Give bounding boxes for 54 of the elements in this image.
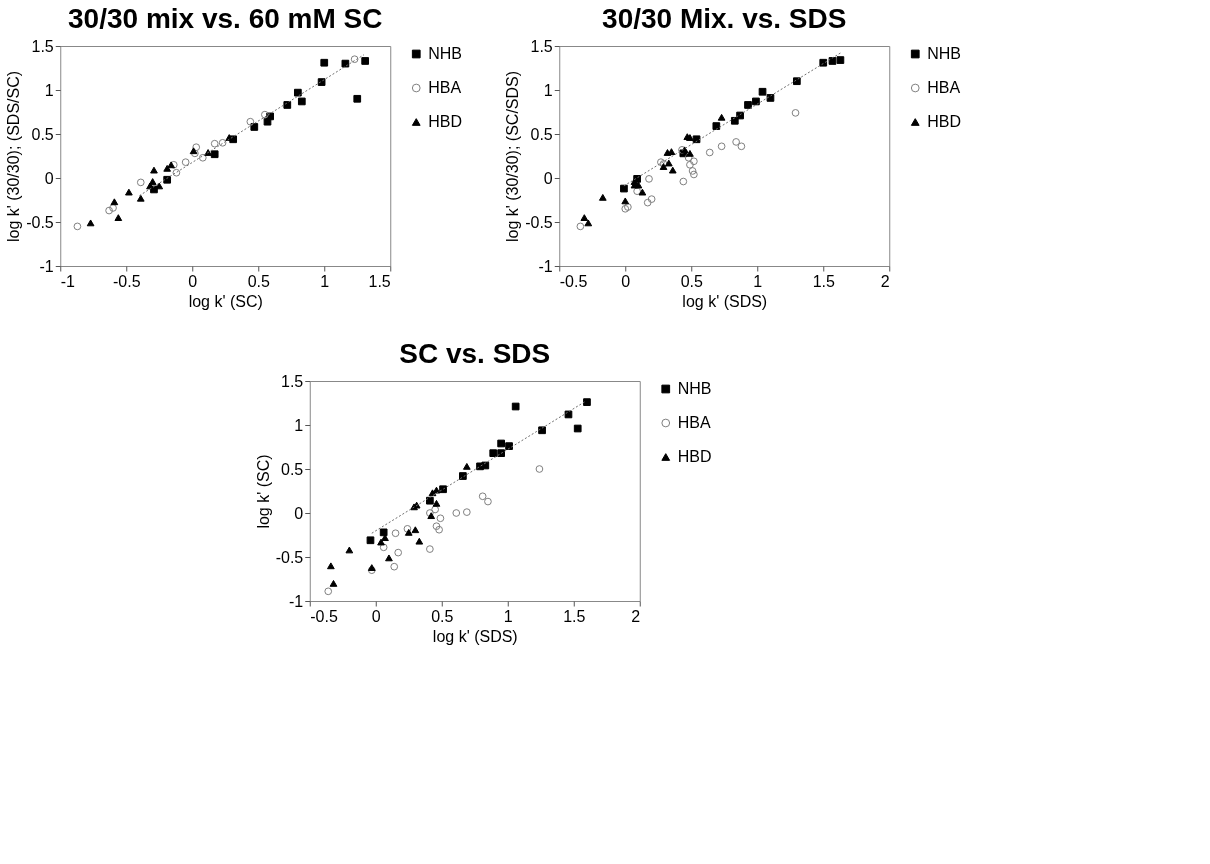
x-axis-title: log k' (SDS): [682, 292, 768, 310]
chart-title: SC vs. SDS: [399, 338, 551, 369]
y-tick-label: -0.5: [275, 548, 304, 566]
legend-label: HBA: [428, 79, 462, 96]
y-tick-label: -1: [289, 592, 304, 610]
y-axis-title: log k' (SC): [254, 454, 272, 529]
legend-label: HBD: [428, 113, 463, 130]
x-tick-label: -0.5: [559, 272, 588, 290]
chart-title: 30/30 mix vs. 60 mM SC: [68, 3, 383, 34]
x-tick-label: 2: [880, 272, 890, 290]
x-axis-title: log k' (SC): [188, 292, 263, 310]
x-tick-label: 1: [503, 607, 513, 625]
x-tick-label: 2: [631, 607, 641, 625]
y-tick-label: 1: [543, 81, 553, 99]
legend-label: NHB: [927, 45, 962, 62]
y-axis-title: log k' (30/30); (SDS/SC): [5, 70, 23, 243]
x-tick-label: 0.5: [431, 607, 454, 625]
x-tick-label: 0: [371, 607, 381, 625]
y-tick-label: -0.5: [525, 213, 553, 231]
y-axis-title: log k' (30/30); (SC/SDS): [504, 70, 522, 243]
legend-label: HBD: [927, 113, 962, 130]
y-tick-label: -0.5: [26, 213, 54, 231]
y-tick-label: 0: [44, 169, 54, 187]
legend-label: HBA: [927, 79, 961, 96]
y-tick-label: 0.5: [281, 460, 304, 478]
y-tick-label: 0: [294, 504, 304, 522]
y-tick-label: 1.5: [281, 372, 304, 390]
x-tick-label: 0.5: [247, 272, 270, 290]
y-tick-label: 1: [294, 416, 304, 434]
x-tick-label: 1.5: [812, 272, 835, 290]
y-tick-label: -1: [39, 257, 54, 275]
x-tick-label: 0: [188, 272, 198, 290]
y-tick-label: 0: [543, 169, 553, 187]
y-tick-label: 0.5: [31, 125, 54, 143]
legend-label: NHB: [428, 45, 463, 62]
chart-title: 30/30 Mix. vs. SDS: [602, 3, 847, 34]
legend-label: HBD: [677, 448, 712, 465]
y-tick-label: 1.5: [530, 37, 553, 55]
y-tick-label: 0.5: [530, 125, 553, 143]
y-tick-label: 1: [44, 81, 54, 99]
x-tick-label: 0.5: [680, 272, 703, 290]
y-tick-label: -1: [538, 257, 553, 275]
x-tick-label: 1: [753, 272, 763, 290]
x-tick-label: -0.5: [112, 272, 141, 290]
legend-label: HBA: [677, 414, 711, 431]
x-tick-label: -0.5: [310, 607, 338, 625]
x-axis-title: log k' (SDS): [432, 627, 518, 645]
x-tick-label: -1: [60, 272, 76, 290]
legend-label: NHB: [677, 380, 712, 397]
y-tick-label: 1.5: [31, 37, 54, 55]
x-tick-label: 1.5: [368, 272, 391, 290]
x-tick-label: 0: [621, 272, 631, 290]
x-tick-label: 1.5: [563, 607, 586, 625]
x-tick-label: 1: [320, 272, 330, 290]
